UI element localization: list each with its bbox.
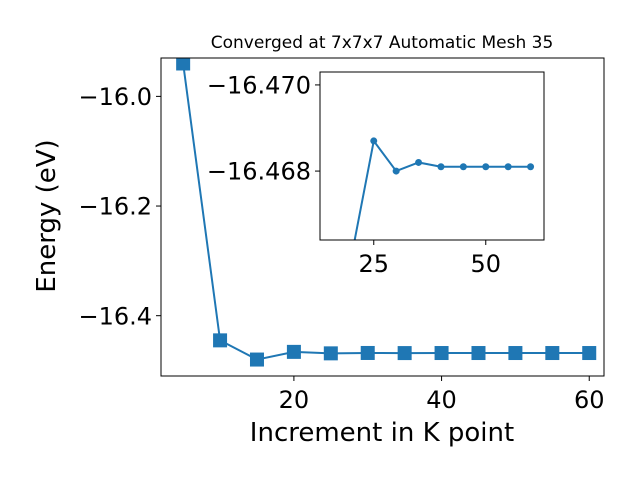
- main-plot: 20 40 60 −16.0 −16.2 −16.4: [78, 57, 605, 414]
- main-marker-6: [397, 346, 412, 361]
- inset-frame: [319, 71, 545, 241]
- inset-marker-3: [415, 158, 423, 166]
- main-y-tick-label-1: −16.2: [78, 193, 152, 221]
- inset-marker-1: [370, 137, 378, 145]
- inset-marker-5: [459, 163, 467, 171]
- inset-y-tick-label-1: −16.468: [207, 158, 311, 186]
- main-marker-8: [471, 346, 486, 361]
- inset-x-tick-label-0: 25: [358, 250, 389, 278]
- inset-background: [320, 72, 544, 240]
- main-marker-3: [286, 344, 301, 359]
- inset-y-tick-label-0: −16.470: [207, 72, 311, 100]
- inset-marker-0: [348, 254, 355, 261]
- x-axis-label: Increment in K point: [250, 418, 514, 448]
- main-marker-4: [323, 346, 338, 361]
- inset-x-tick-label-1: 50: [470, 250, 501, 278]
- main-y-tick-label-2: −16.4: [78, 302, 152, 330]
- main-marker-7: [434, 346, 449, 361]
- main-marker-1: [213, 333, 228, 348]
- main-y-tick-label-0: −16.0: [78, 83, 152, 111]
- main-marker-11: [582, 346, 597, 361]
- main-marker-5: [360, 345, 375, 360]
- main-frame: [160, 57, 605, 377]
- inset-marker-8: [527, 163, 535, 171]
- main-x-tick-label-2: 60: [574, 386, 605, 414]
- main-marker-0: [176, 58, 191, 71]
- y-axis-label: Energy (eV): [32, 139, 62, 292]
- chart-title: Converged at 7x7x7 Automatic Mesh 35: [211, 33, 554, 53]
- main-x-tick-label-1: 40: [426, 386, 457, 414]
- inset-marker-4: [437, 163, 445, 171]
- inset-plot: 25 50 −16.470 −16.468: [207, 71, 545, 278]
- inset-series-0: [348, 137, 535, 261]
- main-x-tick-label-0: 20: [279, 386, 310, 414]
- main-series-0: [176, 58, 597, 367]
- main-marker-10: [545, 346, 560, 361]
- main-marker-2: [249, 352, 264, 367]
- inset-marker-2: [392, 167, 400, 175]
- main-marker-9: [508, 346, 523, 361]
- inset-marker-7: [504, 163, 512, 171]
- inset-marker-6: [482, 163, 490, 171]
